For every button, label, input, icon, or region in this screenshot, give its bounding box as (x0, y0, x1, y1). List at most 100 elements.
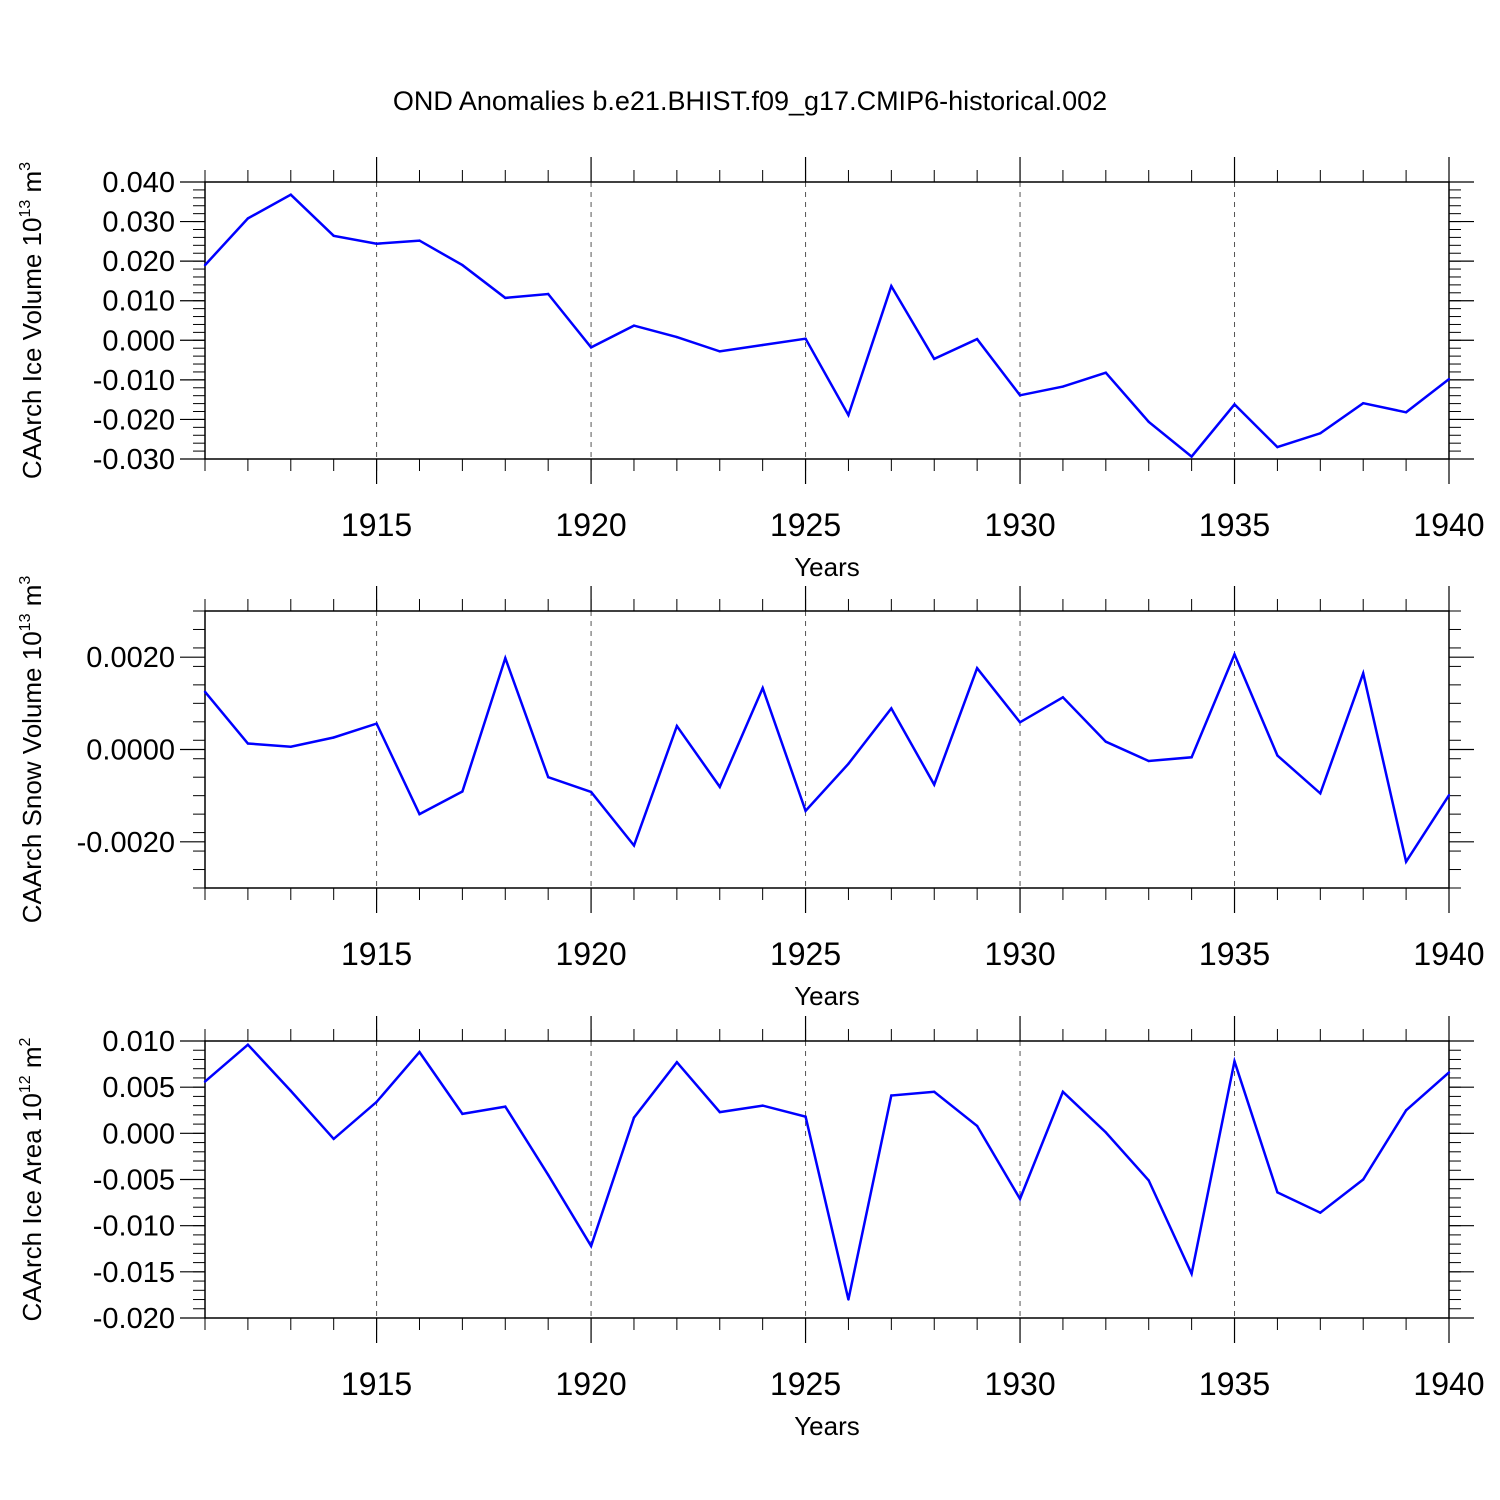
data-point (1104, 371, 1108, 374)
data-point (1147, 420, 1150, 424)
data-point (975, 1124, 979, 1128)
x-tick-label: 1915 (341, 507, 412, 543)
data-point (1319, 432, 1322, 435)
y-tick-label: 0.030 (102, 207, 175, 239)
data-point (504, 1105, 507, 1108)
data-point (1018, 1197, 1022, 1201)
data-point (1233, 403, 1236, 406)
data-point (1233, 1060, 1236, 1063)
data-point (589, 1244, 593, 1248)
data-point (203, 263, 207, 267)
y-tick-label: 0.020 (102, 246, 175, 278)
series-line (204, 193, 1450, 459)
data-point (461, 790, 464, 793)
y-tick-label: 0.010 (102, 286, 175, 318)
y-axis-label-unit-exponent: 3 (17, 576, 34, 585)
data-point (1362, 1178, 1365, 1181)
data-point (847, 413, 850, 417)
data-point (1104, 1131, 1108, 1134)
snow-volume-panel: -0.0020 0.0000 0.0020 1915 1920 1925 1930 1935 1… (17, 576, 1485, 1011)
data-point (246, 217, 250, 220)
data-point (1190, 756, 1193, 759)
y-tick-label: 0.010 (102, 1026, 175, 1058)
x-tick-label: 1925 (770, 1366, 841, 1402)
y-tick-label: -0.0020 (77, 827, 175, 859)
data-point (289, 1089, 292, 1093)
data-point (589, 346, 593, 349)
x-tick-label: 1925 (770, 936, 841, 972)
series-line (204, 1042, 1450, 1300)
data-point (632, 324, 636, 327)
data-point (1362, 402, 1365, 405)
data-point (375, 242, 378, 245)
ice-area-panel: -0.020 -0.015 -0.010 -0.005 0.000 0.005 0.010 1… (17, 1016, 1485, 1441)
x-tick-label: 1935 (1199, 1366, 1270, 1402)
y-axis-label-exponent: 13 (17, 200, 34, 218)
x-tick-label: 1935 (1199, 507, 1270, 543)
data-point (761, 1104, 764, 1107)
data-point (332, 1137, 335, 1141)
data-point (718, 1110, 721, 1114)
y-tick-label: 0.000 (102, 1118, 175, 1150)
data-point (418, 239, 421, 242)
data-point (589, 790, 593, 794)
data-point (504, 296, 507, 300)
x-tick-label: 1935 (1199, 936, 1270, 972)
data-point (1061, 1090, 1065, 1093)
y-axis-label-exponent: 12 (17, 1075, 34, 1093)
data-point (418, 1050, 421, 1054)
data-point (375, 1100, 378, 1104)
data-point (1061, 696, 1065, 699)
y-tick-label: -0.030 (93, 444, 175, 476)
data-point (761, 686, 764, 690)
plot-frame (204, 1040, 1450, 1319)
data-point (933, 1090, 936, 1093)
figure-title: OND Anomalies b.e21.BHIST.f09_g17.CMIP6-… (393, 86, 1107, 116)
data-point (1061, 385, 1065, 388)
data-point (933, 357, 936, 361)
data-point (1276, 754, 1279, 757)
data-point (1018, 721, 1022, 724)
data-point (1147, 759, 1150, 763)
x-axis-label: Years (794, 981, 860, 1011)
data-point (418, 812, 421, 816)
y-tick-label: 0.040 (102, 167, 175, 199)
data-point (675, 724, 679, 728)
data-point (1104, 740, 1108, 743)
x-tick-label: 1920 (555, 1366, 626, 1402)
x-axis-label: Years (794, 552, 860, 582)
y-axis-label-exponent: 13 (17, 613, 34, 631)
data-point (1233, 653, 1236, 656)
ice-volume-panel: -0.030 -0.020 -0.010 0.000 0.010 0.020 0.030 0.… (17, 157, 1485, 582)
data-point (246, 742, 250, 745)
data-point (504, 656, 507, 660)
y-tick-label: -0.010 (93, 365, 175, 397)
data-point (1190, 455, 1193, 458)
data-point (890, 1094, 893, 1097)
data-point (718, 350, 721, 353)
x-tick-label: 1925 (770, 507, 841, 543)
data-point (1404, 411, 1408, 414)
x-tick-label: 1930 (984, 1366, 1055, 1402)
data-point (332, 736, 335, 739)
x-tick-label: 1930 (984, 507, 1055, 543)
data-point (1147, 1179, 1150, 1182)
data-point (847, 1298, 850, 1301)
data-point (375, 722, 378, 725)
y-tick-label: -0.020 (93, 404, 175, 436)
data-point (890, 284, 893, 288)
data-point (675, 335, 679, 339)
data-point (289, 193, 292, 196)
data-point (847, 762, 850, 766)
data-point (1404, 1109, 1408, 1112)
y-tick-label: -0.020 (93, 1303, 175, 1335)
data-point (975, 667, 979, 670)
x-tick-label: 1915 (341, 936, 412, 972)
data-point (933, 783, 936, 786)
y-tick-label: -0.015 (93, 1257, 175, 1289)
x-tick-label: 1940 (1413, 936, 1484, 972)
data-point (246, 1043, 250, 1046)
data-point (804, 1115, 807, 1118)
data-point (1362, 672, 1365, 675)
data-point (1404, 860, 1408, 863)
